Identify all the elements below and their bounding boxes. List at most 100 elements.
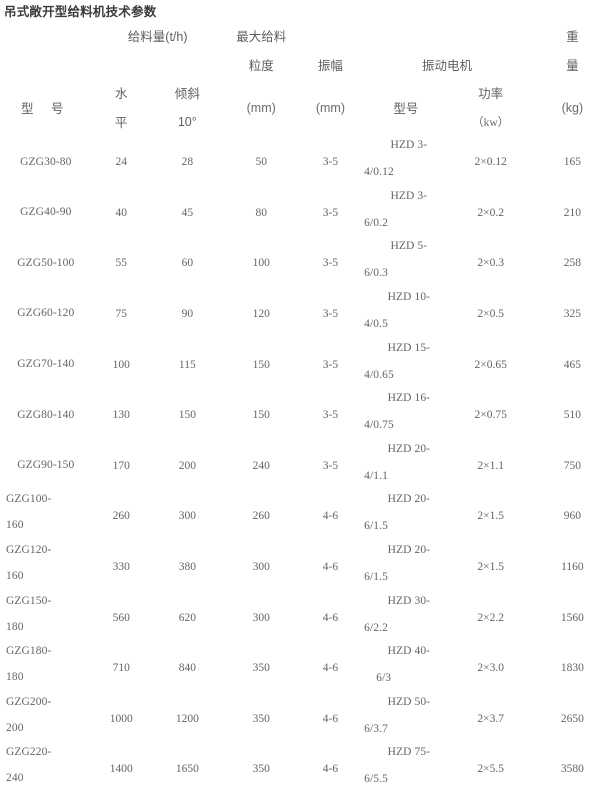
header-motor-model: 型号 <box>393 102 419 116</box>
cell-motor-model-line1: HZD 30- <box>387 594 431 607</box>
header-motor-group: 振动电机 <box>421 58 472 73</box>
page-title: 吊式敞开型给料机技术参数 <box>4 5 157 19</box>
cell-motor-model: HZD 20- 4/1.1 <box>362 441 449 492</box>
cell-amplitude: 4-6 <box>322 561 339 574</box>
cell-amplitude: 3-5 <box>322 206 339 219</box>
cell-feed-incline: 1200 <box>175 712 199 725</box>
cell-motor-model: HZD 20- 6/1.5 <box>362 542 449 593</box>
header-row-4: 平 10° （kw） <box>0 106 613 137</box>
cell-amplitude: 3-5 <box>322 308 339 321</box>
cell-max-granularity: 300 <box>252 611 270 624</box>
cell-amplitude: 3-5 <box>322 156 339 169</box>
header-weight-line2: 量 <box>566 58 579 73</box>
cell-motor-model-line2: 6/0.2 <box>364 216 388 229</box>
cell-feed-incline: 45 <box>181 206 194 219</box>
header-horizontal-line1: 水 <box>114 86 128 101</box>
cell-model-line2: 180 <box>6 671 24 684</box>
header-max-granularity-line2: 粒度 <box>248 58 274 73</box>
table-row: GZG80-140 130 150 150 3-5 HZD 16- 4/0.75 2×0.75… <box>0 390 613 441</box>
cell-feed-incline: 115 <box>178 358 196 371</box>
cell-model-line2: 240 <box>6 772 24 785</box>
cell-model: GZG80-140 <box>17 408 75 421</box>
cell-model-line2: 160 <box>6 519 24 532</box>
cell-motor-model-line1: HZD 10- <box>387 291 431 304</box>
cell-motor-model: HZD 15- 4/0.65 <box>362 339 449 390</box>
cell-motor-model: HZD 5- 6/0.3 <box>362 238 449 289</box>
header-feed-rate-group: 给料量(t/h) <box>127 29 188 44</box>
cell-motor-model-line2: 6/1.5 <box>364 571 388 584</box>
cell-feed-incline: 1650 <box>175 763 199 776</box>
cell-amplitude: 3-5 <box>322 459 339 472</box>
header-max-granularity-unit: (mm) <box>246 100 276 115</box>
cell-weight: 960 <box>563 510 581 523</box>
cell-motor-model-line2: 6/3 <box>376 672 392 685</box>
cell-motor-model-line2: 6/0.3 <box>364 267 388 280</box>
header-amplitude-unit: (mm) <box>315 100 345 115</box>
cell-model: GZG70-140 <box>17 357 75 370</box>
cell-motor-model-line2: 6/5.5 <box>364 773 388 786</box>
cell-motor-model-line2: 6/1.5 <box>364 520 388 533</box>
cell-model: GZG90-150 <box>17 459 75 472</box>
header-feed-rate-spacer <box>92 50 224 78</box>
cell-weight: 1560 <box>560 611 584 624</box>
cell-motor-power: 2×0.2 <box>477 206 504 219</box>
table-row: GZG90-150 170 200 240 3-5 HZD 20- 4/1.1 2×1.1 75… <box>0 441 613 492</box>
cell-model-line2: 200 <box>6 721 24 734</box>
cell-motor-power: 2×1.5 <box>477 510 504 523</box>
header-model-spacer <box>0 50 92 78</box>
cell-amplitude: 3-5 <box>322 358 339 371</box>
header-horizontal-line2: 平 <box>114 116 128 130</box>
cell-model: GZG120- 160 <box>0 542 92 593</box>
table-row: GZG220- 240 1400 1650 350 4-6 HZD 75- 6/5.5 2×5.… <box>0 744 613 795</box>
cell-motor-power: 2×0.75 <box>474 409 507 422</box>
cell-model: GZG100- 160 <box>0 491 92 542</box>
cell-weight: 210 <box>563 206 581 219</box>
cell-feed-incline: 200 <box>178 459 196 472</box>
header-incline-line1: 倾斜 <box>174 86 200 101</box>
cell-feed-horizontal: 710 <box>112 662 130 675</box>
cell-motor-model-line1: HZD 5- <box>390 240 428 253</box>
cell-max-granularity: 240 <box>252 459 270 472</box>
cell-motor-power: 2×3.0 <box>477 662 504 675</box>
header-model: 型 号 <box>21 102 71 116</box>
cell-feed-horizontal: 55 <box>115 257 127 270</box>
cell-amplitude: 4-6 <box>322 662 339 675</box>
cell-feed-horizontal: 1400 <box>109 763 133 776</box>
cell-max-granularity: 260 <box>252 510 270 523</box>
cell-weight: 165 <box>563 156 581 169</box>
cell-motor-model-line1: HZD 50- <box>387 695 431 708</box>
cell-motor-model: HZD 30- 6/2.2 <box>362 592 449 643</box>
cell-feed-horizontal: 100 <box>112 358 130 371</box>
specifications-table: 给料量(t/h) 最大给料 重 粒度 振幅 振动电机 量 型 号 水 倾斜 (m… <box>0 20 613 795</box>
cell-max-granularity: 100 <box>252 257 270 270</box>
cell-weight: 1160 <box>561 561 584 574</box>
cell-max-granularity: 150 <box>252 409 270 422</box>
cell-model-line1: GZG150- <box>6 594 52 607</box>
cell-motor-model-line2: 4/0.65 <box>364 368 394 381</box>
cell-feed-horizontal: 260 <box>112 510 130 523</box>
cell-model-line1: GZG100- <box>6 493 52 506</box>
cell-weight: 3580 <box>560 763 584 776</box>
cell-max-granularity: 350 <box>252 662 270 675</box>
cell-motor-model-line1: HZD 20- <box>387 543 431 556</box>
cell-weight: 1830 <box>560 662 584 675</box>
cell-motor-model: HZD 16- 4/0.75 <box>362 390 449 441</box>
table-header: 给料量(t/h) 最大给料 重 粒度 振幅 振动电机 量 型 号 水 倾斜 (m… <box>0 20 613 137</box>
header-max-granularity-line1: 最大给料 <box>236 29 287 44</box>
cell-feed-horizontal: 330 <box>112 561 130 574</box>
cell-motor-model-line2: 4/0.75 <box>364 419 394 432</box>
cell-model-line1: GZG220- <box>6 746 52 759</box>
table-row: GZG60-120 75 90 120 3-5 HZD 10- 4/0.5 2×0.5 325 <box>0 289 613 340</box>
table-row: GZG100- 160 260 300 260 4-6 HZD 20- 6/1.5 2×1.5 9… <box>0 491 613 542</box>
cell-amplitude: 4-6 <box>322 712 339 725</box>
cell-feed-horizontal: 560 <box>112 611 130 624</box>
cell-feed-incline: 90 <box>181 308 194 321</box>
cell-feed-incline: 150 <box>178 409 196 422</box>
cell-motor-power: 2×2.2 <box>477 611 504 624</box>
cell-motor-model-line1: HZD 16- <box>387 392 431 405</box>
cell-motor-model: HZD 50- 6/3.7 <box>362 694 449 745</box>
cell-model-line2: 180 <box>6 620 24 633</box>
cell-max-granularity: 150 <box>252 358 270 371</box>
header-amplitude: 振幅 <box>317 58 343 73</box>
